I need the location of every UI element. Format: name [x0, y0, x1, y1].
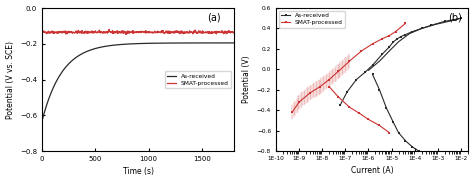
Text: (b): (b)	[448, 12, 462, 22]
X-axis label: Time (s): Time (s)	[123, 167, 154, 176]
SMAT-processed	[89, 31, 94, 33]
Line: SMAT-processed: SMAT-processed	[42, 29, 234, 35]
As-received	[152, 42, 158, 44]
SMAT-processed	[106, 28, 112, 31]
As-received	[167, 42, 173, 44]
Legend: As-received, SMAT-processed: As-received, SMAT-processed	[165, 71, 231, 88]
Line: As-received: As-received	[42, 43, 234, 121]
As-received	[184, 42, 190, 44]
Y-axis label: Potential (V): Potential (V)	[242, 56, 251, 103]
SMAT-processed	[184, 31, 190, 33]
SMAT-processed	[168, 31, 174, 33]
SMAT-processed	[153, 32, 159, 34]
X-axis label: Current (A): Current (A)	[351, 167, 393, 175]
SMAT-processed	[73, 30, 79, 32]
As-received	[231, 42, 237, 44]
As-received	[126, 43, 132, 45]
Text: (a): (a)	[207, 12, 220, 22]
SMAT-processed	[39, 31, 45, 33]
As-received	[39, 120, 45, 122]
Legend: As-received, SMAT-processed: As-received, SMAT-processed	[279, 11, 345, 27]
SMAT-processed	[127, 31, 132, 33]
SMAT-processed	[123, 33, 129, 36]
SMAT-processed	[231, 31, 237, 33]
As-received	[89, 49, 94, 51]
As-received	[73, 56, 79, 59]
Y-axis label: Potential (V vs. SCE): Potential (V vs. SCE)	[6, 41, 15, 118]
